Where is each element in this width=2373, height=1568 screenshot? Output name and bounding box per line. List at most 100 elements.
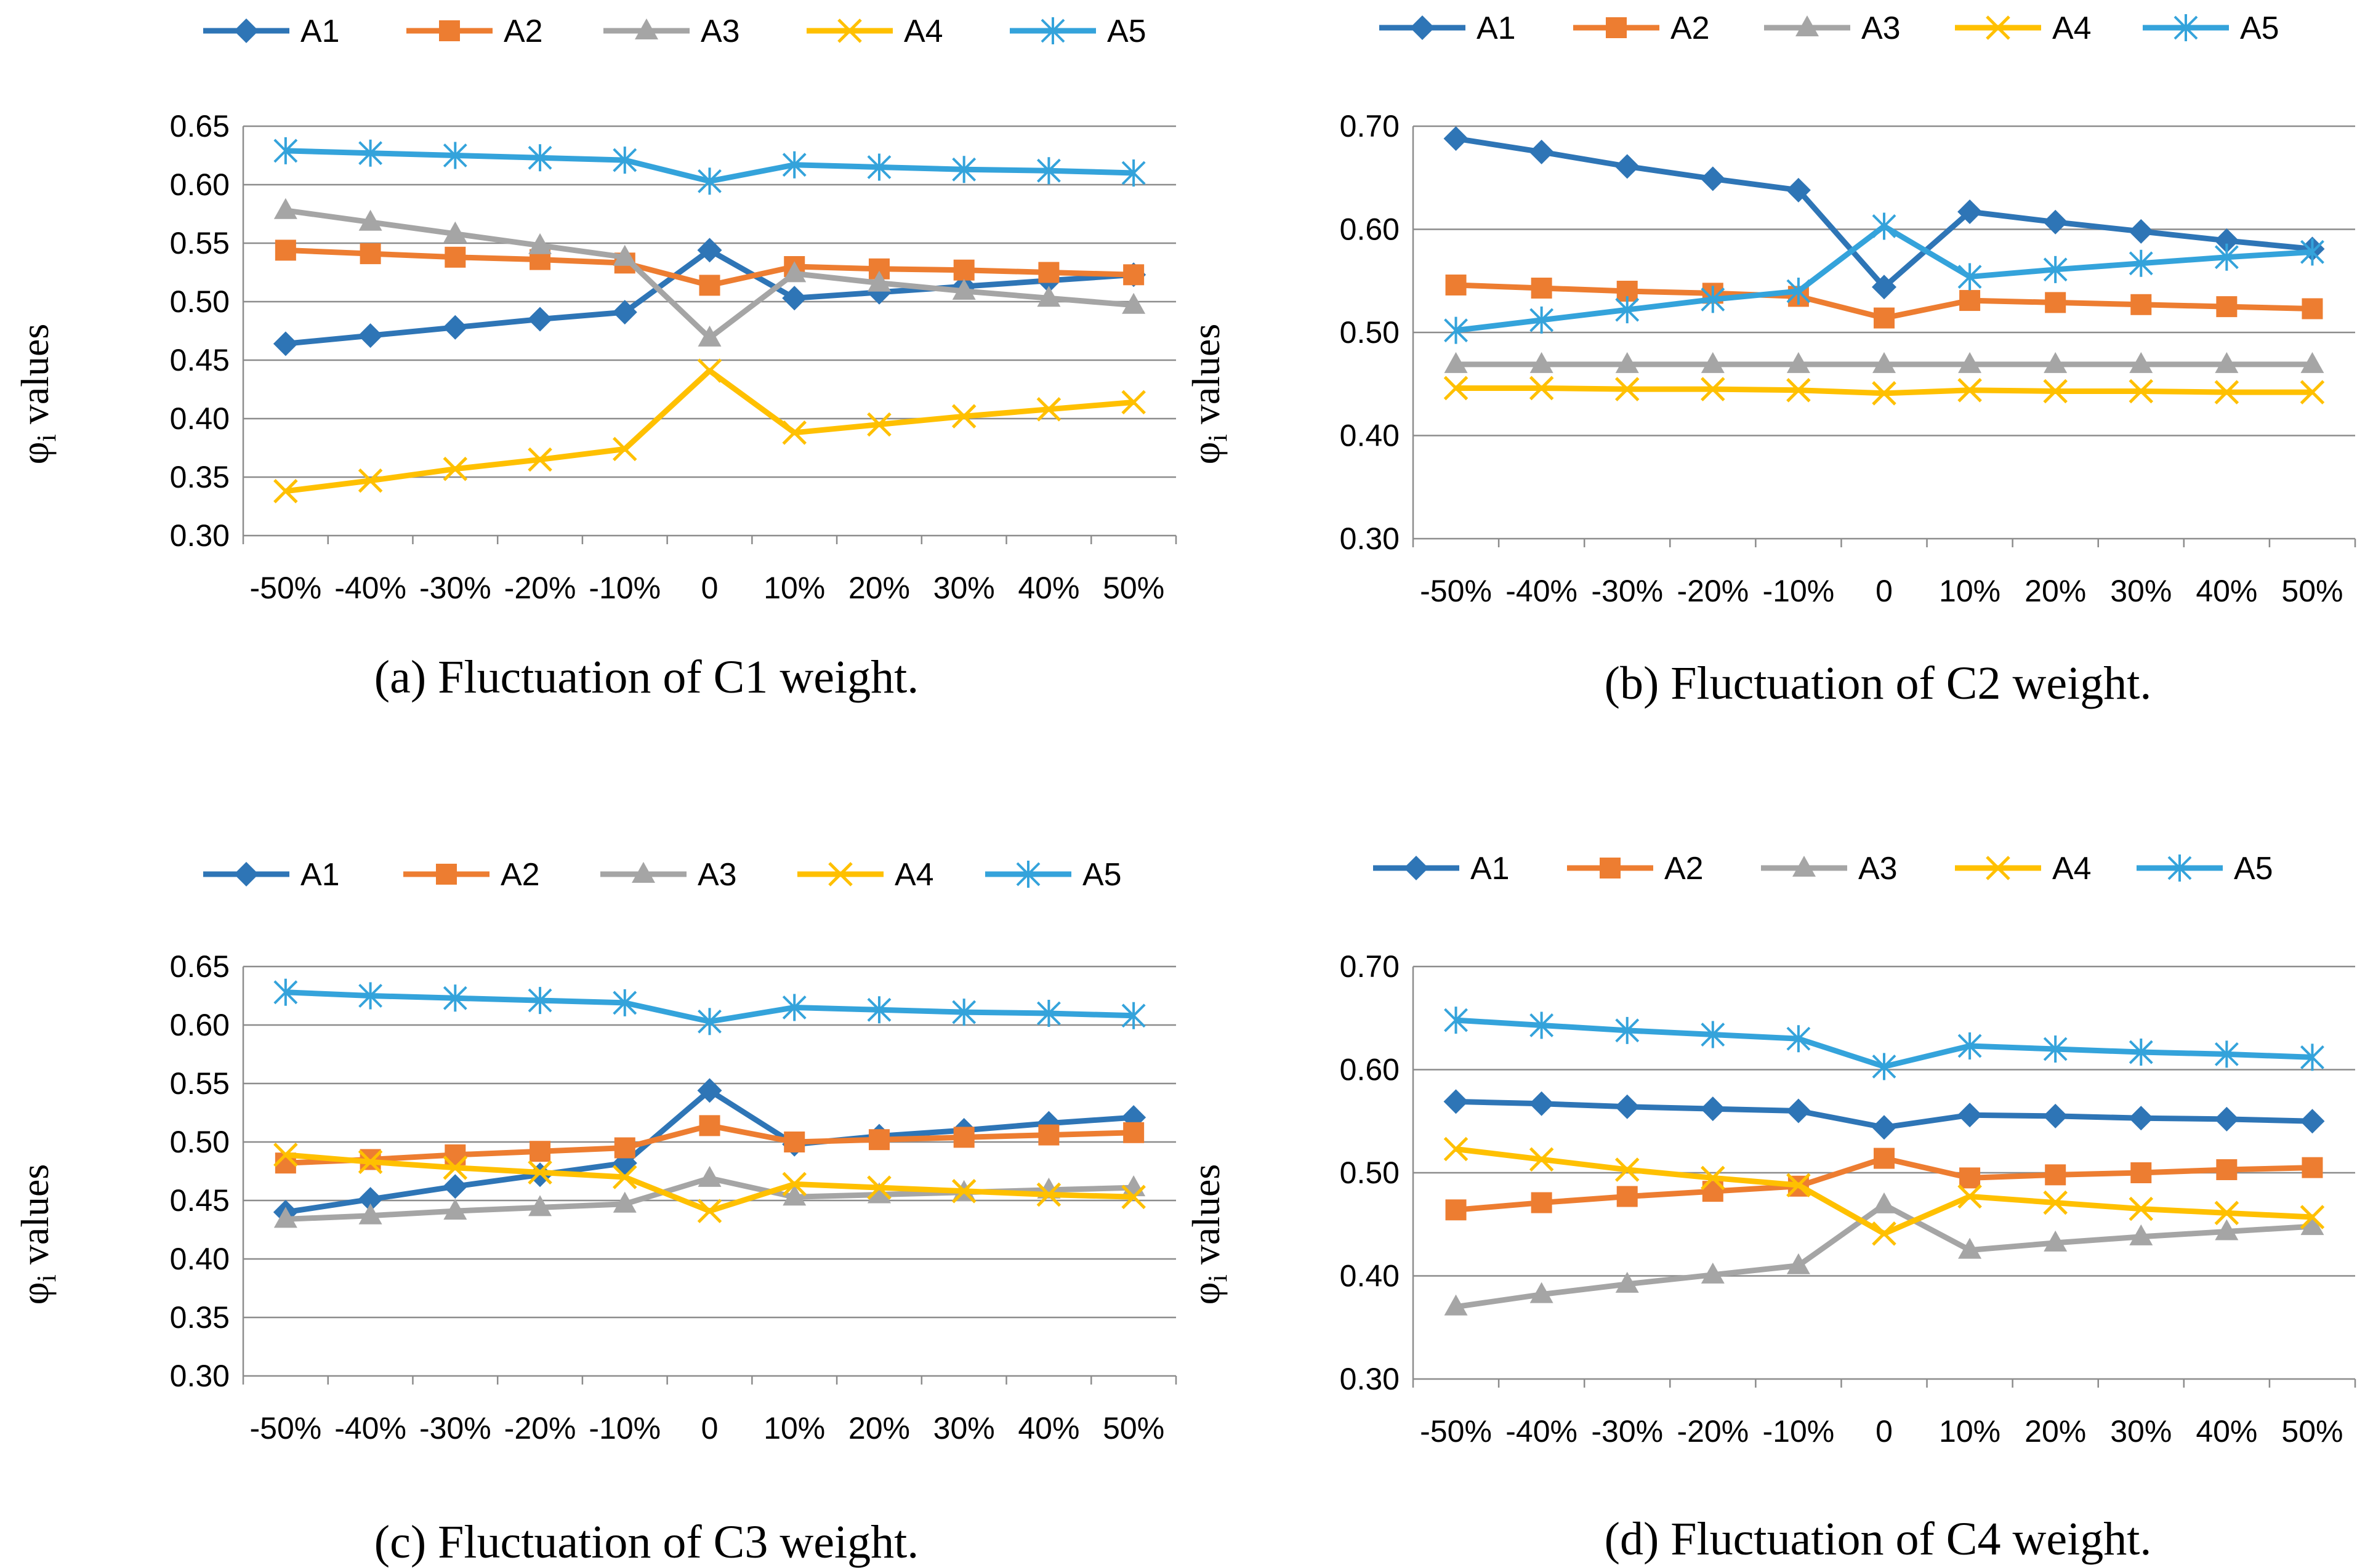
marker-stroke — [782, 1172, 807, 1197]
data-point-a2 — [614, 1137, 635, 1159]
data-point-a4 — [1701, 377, 1725, 401]
panel-caption: (a) Fluctuation of C1 weight. — [374, 651, 919, 703]
x-tick-label: 10% — [763, 1411, 825, 1445]
marker-stroke — [1036, 397, 1062, 422]
marker-stroke — [1701, 377, 1725, 401]
data-point-a5 — [698, 1008, 722, 1035]
data-point-a1 — [1872, 1115, 1896, 1140]
data-point-a5 — [2043, 1035, 2068, 1063]
data-point-a5 — [613, 989, 637, 1016]
legend-label: A5 — [1082, 857, 1122, 893]
marker-stroke — [1121, 390, 1146, 415]
legend-label: A4 — [2052, 851, 2092, 887]
data-point-a4 — [1529, 1147, 1554, 1172]
y-axis-label: φi values — [1184, 1164, 1233, 1305]
marker-stroke — [2300, 380, 2325, 404]
data-point-a5 — [867, 996, 892, 1024]
x-tick-label: -40% — [1505, 1414, 1577, 1449]
data-point-a2 — [699, 275, 720, 296]
data-point-a3 — [1444, 1294, 1468, 1316]
legend-marker — [1606, 17, 1627, 38]
data-point-a2 — [530, 1141, 551, 1162]
x-tick-label: 30% — [2110, 574, 2172, 608]
data-point-a1 — [1957, 1103, 1983, 1128]
data-point-a4 — [443, 456, 468, 481]
marker-stroke — [1872, 1221, 1896, 1246]
legend-item-a2: A2 — [403, 857, 540, 893]
legend-marker — [1410, 15, 1435, 40]
legend-label: A4 — [895, 857, 934, 893]
x-tick-label: 40% — [1018, 1411, 1079, 1445]
data-point-a5 — [1786, 1025, 1811, 1053]
data-point-a4 — [697, 1199, 722, 1223]
data-point-a4 — [1786, 378, 1811, 403]
marker-stroke — [613, 1165, 637, 1189]
data-point-a1 — [1786, 1098, 1811, 1124]
marker-stroke — [1701, 1165, 1725, 1191]
x-tick-label: -40% — [334, 1411, 406, 1445]
x-tick-label: 10% — [763, 571, 825, 605]
marker-stroke — [1986, 15, 2010, 40]
legend: A1 A2 A3 A4 A5 — [1373, 851, 2273, 887]
data-point-a5 — [1036, 1000, 1061, 1027]
legend-marker — [635, 18, 658, 39]
x-tick-label: 40% — [2196, 574, 2257, 608]
y-tick-label: 0.55 — [170, 226, 230, 260]
marker-stroke — [867, 1175, 892, 1200]
data-point-a2 — [445, 246, 466, 268]
legend-item-a4: A4 — [1955, 10, 2092, 46]
data-point-a5 — [1529, 1011, 1554, 1039]
data-point-a4 — [613, 436, 637, 462]
marker-stroke — [2300, 1205, 2325, 1229]
chart-panel-d: 0.30 0.40 0.50 0.60 0.70 -50% -40% -30% -20% -10%… — [1184, 851, 2356, 1565]
x-tick-label: 10% — [1939, 1414, 2000, 1449]
legend-label: A2 — [501, 857, 540, 893]
data-point-a2 — [699, 1115, 720, 1136]
x-tick-label: -10% — [1763, 574, 1835, 608]
data-point-a3 — [443, 1199, 467, 1220]
data-point-a2 — [953, 1127, 975, 1148]
x-tick-label: -20% — [504, 571, 576, 605]
y-tick-label: 0.50 — [170, 284, 230, 319]
legend-label: A1 — [1470, 851, 1510, 887]
legend-label: A4 — [2052, 10, 2092, 46]
legend-item-a2: A2 — [1567, 851, 1704, 887]
data-point-a3 — [1958, 352, 1982, 373]
marker-stroke — [1786, 378, 1811, 403]
x-tick-label: 0 — [1875, 574, 1893, 608]
data-point-a5 — [358, 982, 383, 1010]
data-point-a3 — [1444, 352, 1468, 373]
legend: A1 A2 A3 A4 A5 — [203, 857, 1122, 893]
data-point-a1 — [1529, 1091, 1554, 1116]
marker-stroke — [443, 1156, 468, 1180]
data-point-a5 — [1701, 286, 1725, 313]
marker-stroke — [1986, 856, 2010, 880]
y-tick-label: 0.65 — [170, 109, 230, 143]
data-point-a4 — [1121, 390, 1146, 415]
y-tick-label: 0.40 — [1340, 1259, 1400, 1293]
data-point-a1 — [1700, 1096, 1725, 1122]
legend-item-a1: A1 — [1379, 10, 1516, 46]
data-point-a5 — [1444, 316, 1468, 344]
data-point-a1 — [528, 307, 553, 332]
y-tick-label: 0.30 — [170, 1359, 230, 1393]
legend-label: A5 — [1107, 14, 1146, 49]
legend-label: A1 — [300, 14, 340, 49]
marker-stroke — [1614, 377, 1640, 401]
x-tick-label: -30% — [1591, 574, 1663, 608]
data-point-a3 — [1872, 1192, 1896, 1213]
chart-panel-b: 0.30 0.40 0.50 0.60 0.70 -50% -40% -30% -20% -10%… — [1184, 10, 2356, 709]
data-point-a3 — [698, 1165, 722, 1187]
data-point-a3 — [613, 244, 637, 266]
data-point-a1 — [1872, 275, 1896, 300]
x-tick-label: -50% — [1420, 574, 1492, 608]
y-tick-label: 0.70 — [1340, 109, 1400, 143]
y-tick-label: 0.65 — [170, 949, 230, 984]
data-point-a3 — [613, 1191, 637, 1213]
legend-item-a1: A1 — [1373, 851, 1510, 887]
data-point-a5 — [2214, 1040, 2239, 1068]
data-point-a3 — [1701, 1262, 1725, 1284]
marker-stroke — [1121, 1184, 1146, 1210]
marker-stroke — [613, 436, 637, 462]
